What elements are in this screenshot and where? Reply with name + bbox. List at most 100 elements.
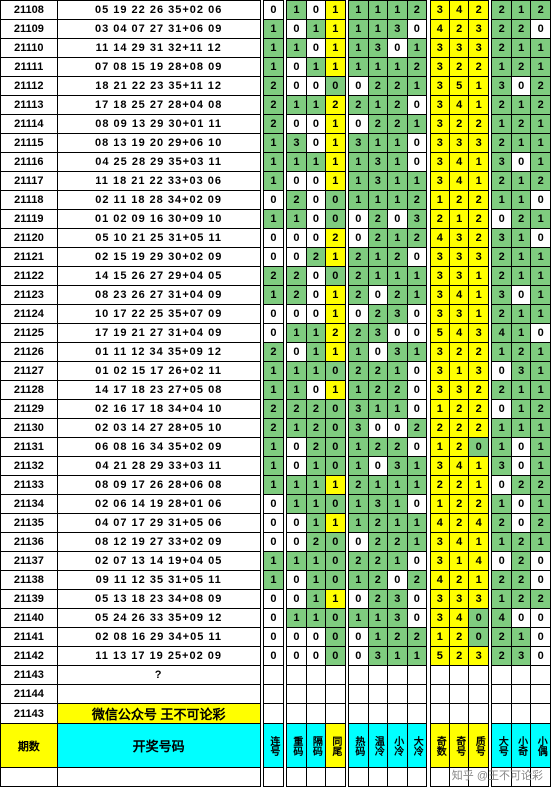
stat-cell: 0 [287, 457, 306, 476]
stat-cell: 0 [388, 324, 407, 343]
stat-cell: 1 [531, 362, 551, 381]
stat-cell [349, 704, 368, 724]
stat-cell: 2 [388, 628, 407, 647]
period-cell: 21141 [1, 628, 58, 647]
stat-cell: 2 [469, 210, 488, 229]
header-stat: 奇号 [449, 724, 468, 768]
period-cell: 21139 [1, 590, 58, 609]
stat-cell: 0 [349, 77, 368, 96]
stat-cell: 2 [492, 172, 511, 191]
stat-cell: 2 [407, 58, 426, 77]
stat-cell: 1 [469, 153, 488, 172]
stat-cell: 0 [326, 400, 345, 419]
header-stat: 连号 [264, 724, 283, 768]
stat-cell: 1 [306, 552, 325, 571]
stat-cell [264, 666, 283, 685]
stat-cell: 0 [349, 533, 368, 552]
stat-cell: 0 [349, 628, 368, 647]
stat-cell: 1 [306, 20, 325, 39]
header-stat: 隔码 [306, 724, 325, 768]
stat-cell: 3 [492, 153, 511, 172]
stat-cell: 1 [531, 305, 551, 324]
stat-cell: 1 [287, 324, 306, 343]
stat-cell: 0 [531, 571, 551, 590]
stat-cell: 3 [388, 305, 407, 324]
stat-cell: 2 [326, 229, 345, 248]
draw-cell: 08 12 19 27 33+02 09 [57, 533, 260, 552]
stat-cell: 1 [368, 20, 387, 39]
period-cell: 21114 [1, 115, 58, 134]
stat-cell: 0 [306, 39, 325, 58]
stat-cell [349, 666, 368, 685]
stat-cell: 0 [306, 305, 325, 324]
stat-cell [287, 704, 306, 724]
stat-cell: 2 [264, 343, 283, 362]
empty-cell [1, 768, 58, 787]
stat-cell: 0 [368, 457, 387, 476]
stat-cell: 0 [407, 20, 426, 39]
stat-cell: 0 [511, 286, 530, 305]
stat-cell: 1 [511, 39, 530, 58]
stat-cell [326, 704, 345, 724]
stat-cell: 2 [492, 628, 511, 647]
stat-cell: 2 [511, 552, 530, 571]
stat-cell: 3 [430, 381, 449, 400]
stat-cell: 0 [326, 438, 345, 457]
stat-cell: 1 [306, 476, 325, 495]
stat-cell: 1 [492, 343, 511, 362]
empty-cell [57, 768, 260, 787]
empty-cell [349, 768, 368, 787]
stat-cell: 1 [349, 571, 368, 590]
stat-cell: 1 [449, 552, 468, 571]
stat-cell: 2 [388, 77, 407, 96]
stat-cell: 0 [306, 191, 325, 210]
stat-cell: 2 [511, 571, 530, 590]
stat-cell: 2 [368, 115, 387, 134]
stat-cell: 4 [449, 324, 468, 343]
stat-cell: 1 [368, 628, 387, 647]
stat-cell: 2 [469, 419, 488, 438]
promo-cell: 微信公众号 王不可论彩 [57, 704, 260, 724]
stat-cell: 4 [449, 457, 468, 476]
stat-cell: 2 [531, 96, 551, 115]
stat-cell: 1 [264, 134, 283, 153]
stat-cell: 1 [511, 191, 530, 210]
stat-cell: 0 [264, 248, 283, 267]
stat-cell: 0 [349, 229, 368, 248]
stat-cell: 0 [469, 609, 488, 628]
stat-cell: 1 [388, 191, 407, 210]
stat-cell: 1 [469, 286, 488, 305]
stat-cell: 3 [511, 362, 530, 381]
stat-cell: 3 [449, 229, 468, 248]
period-cell: 21137 [1, 552, 58, 571]
stat-cell [492, 704, 511, 724]
stat-cell: 2 [349, 324, 368, 343]
stat-cell: 1 [326, 305, 345, 324]
stat-cell: 1 [511, 1, 530, 20]
stat-cell: 2 [469, 343, 488, 362]
stat-cell [287, 666, 306, 685]
stat-cell: 1 [531, 533, 551, 552]
stat-cell: 2 [264, 115, 283, 134]
period-cell: 21135 [1, 514, 58, 533]
draw-cell: 02 16 17 18 34+04 10 [57, 400, 260, 419]
stat-cell [368, 666, 387, 685]
stat-cell: 1 [430, 628, 449, 647]
stat-cell: 2 [368, 533, 387, 552]
stat-cell: 5 [430, 324, 449, 343]
stat-cell: 1 [407, 39, 426, 58]
period-cell: 21133 [1, 476, 58, 495]
stat-cell: 1 [368, 609, 387, 628]
stat-cell: 2 [511, 20, 530, 39]
stat-cell: 1 [287, 153, 306, 172]
stat-cell: 1 [306, 609, 325, 628]
stat-cell: 3 [430, 172, 449, 191]
stat-cell: 3 [469, 39, 488, 58]
header-stat: 同尾 [326, 724, 345, 768]
stat-cell: 2 [469, 115, 488, 134]
draw-cell: 18 21 22 23 35+11 12 [57, 77, 260, 96]
stat-cell: 1 [449, 210, 468, 229]
stat-cell: 0 [326, 609, 345, 628]
stat-cell: 4 [430, 229, 449, 248]
stat-cell: 2 [511, 115, 530, 134]
